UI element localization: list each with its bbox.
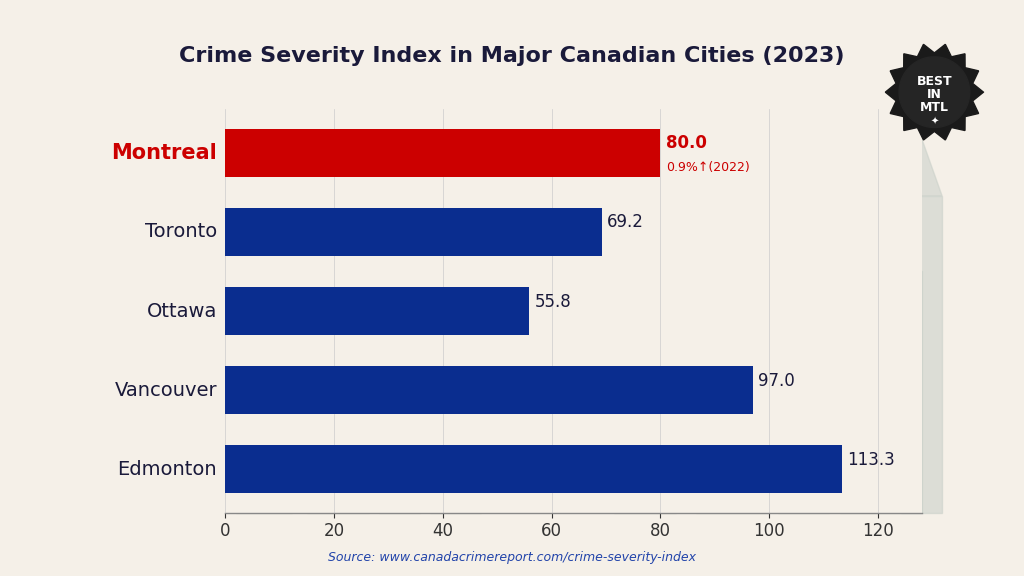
Polygon shape bbox=[899, 57, 970, 127]
Text: Vancouver: Vancouver bbox=[115, 381, 217, 400]
Text: Toronto: Toronto bbox=[144, 222, 217, 241]
Bar bbox=[225, 209, 602, 256]
Text: IN: IN bbox=[927, 88, 942, 101]
Text: 113.3: 113.3 bbox=[847, 450, 895, 469]
Text: BEST: BEST bbox=[916, 75, 952, 88]
Bar bbox=[225, 129, 660, 177]
Text: Crime Severity Index in Major Canadian Cities (2023): Crime Severity Index in Major Canadian C… bbox=[179, 46, 845, 66]
Text: 97.0: 97.0 bbox=[759, 372, 796, 389]
Text: Montreal: Montreal bbox=[112, 143, 217, 163]
Bar bbox=[225, 287, 528, 335]
Text: Edmonton: Edmonton bbox=[118, 460, 217, 479]
Bar bbox=[225, 445, 842, 493]
Bar bbox=[225, 366, 753, 414]
Text: 55.8: 55.8 bbox=[535, 293, 571, 310]
Text: 80.0: 80.0 bbox=[666, 134, 707, 153]
Text: 0.9%↑(2022): 0.9%↑(2022) bbox=[666, 161, 750, 173]
Polygon shape bbox=[886, 44, 983, 140]
Text: MTL: MTL bbox=[920, 101, 949, 115]
Text: Source: www.canadacrimereport.com/crime-severity-index: Source: www.canadacrimereport.com/crime-… bbox=[328, 551, 696, 564]
Text: Ottawa: Ottawa bbox=[146, 302, 217, 320]
Text: 69.2: 69.2 bbox=[607, 214, 644, 232]
Text: ✦: ✦ bbox=[931, 116, 938, 127]
